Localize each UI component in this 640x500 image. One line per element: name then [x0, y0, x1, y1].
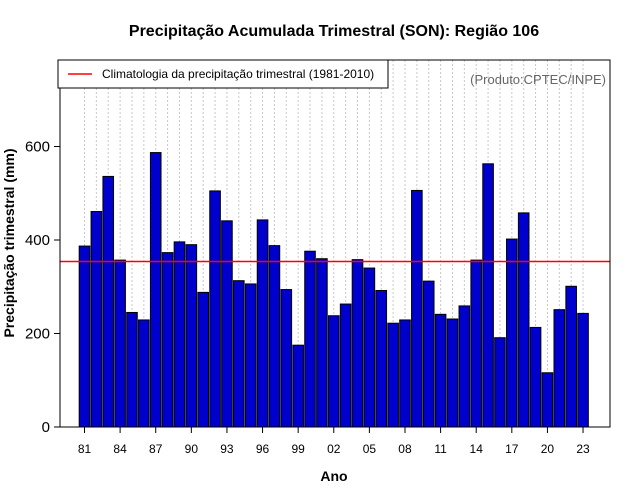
bar: [541, 372, 554, 428]
x-tick-label: 11: [434, 442, 447, 456]
bar: [577, 312, 589, 428]
y-tick-label: 200: [25, 326, 50, 343]
bar: [316, 258, 328, 428]
bar: [363, 267, 376, 428]
x-tick-label: 87: [149, 442, 163, 456]
y-axis-title: Precipitação trimestral (mm): [1, 148, 17, 337]
y-axis: 0 200 400 600: [25, 139, 60, 436]
x-tick-label: 17: [505, 442, 519, 456]
bar: [149, 152, 162, 428]
y-tick-label: 600: [25, 139, 50, 156]
x-axis: 81 84 87 90 93 96 99 02 05 08 11 14 17 20 23: [78, 427, 590, 456]
bar: [553, 309, 566, 428]
x-tick-label: 93: [220, 442, 234, 456]
bar: [280, 289, 293, 428]
bar: [185, 244, 198, 428]
bar: [102, 175, 115, 428]
bar: [173, 241, 186, 428]
credit-text: (Produto:CPTEC/INPE): [470, 72, 606, 87]
bar: [470, 259, 483, 428]
bar: [351, 259, 364, 428]
bar: [90, 210, 103, 428]
x-tick-label: 90: [185, 442, 199, 456]
x-tick-label: 84: [113, 442, 127, 456]
bar: [304, 250, 316, 428]
bar: [138, 319, 150, 428]
bar: [126, 311, 138, 428]
y-tick-label: 0: [42, 419, 50, 436]
bar: [256, 219, 269, 428]
bar: [422, 280, 435, 428]
bar: [494, 337, 506, 428]
x-tick-label: 05: [363, 442, 377, 456]
bar: [434, 313, 447, 428]
bar: [517, 212, 530, 428]
bar: [292, 344, 304, 428]
bar: [233, 280, 245, 428]
bar: [268, 245, 281, 428]
x-tick-label: 14: [470, 442, 484, 456]
legend-label: Climatologia da precipitação trimestral …: [102, 67, 374, 81]
bar: [209, 190, 221, 428]
bar: [529, 326, 542, 428]
bar: [221, 220, 233, 428]
bar: [197, 291, 209, 428]
bars: [78, 152, 589, 428]
x-tick-label: 02: [327, 442, 341, 456]
chart-title: Precipitação Acumulada Trimestral (SON):…: [129, 23, 539, 40]
legend: Climatologia da precipitação trimestral …: [57, 59, 389, 89]
bar: [78, 245, 91, 428]
legend-box: [57, 59, 389, 89]
y-tick-label: 400: [25, 232, 50, 249]
bar: [482, 163, 494, 428]
bar: [339, 303, 352, 428]
bar: [375, 289, 388, 428]
x-tick-label: 81: [78, 442, 92, 456]
x-tick-label: 20: [541, 442, 555, 456]
bar: [411, 189, 423, 428]
x-tick-label: 99: [291, 442, 305, 456]
bar: [458, 305, 471, 428]
bar: [506, 238, 518, 428]
bar: [446, 318, 459, 428]
x-axis-title: Ano: [320, 468, 347, 484]
bar: [327, 315, 340, 428]
bar: [565, 285, 577, 428]
x-tick-label: 23: [576, 442, 590, 456]
bar: [114, 259, 126, 428]
bar: [399, 319, 411, 428]
bar: [387, 322, 399, 428]
x-tick-label: 08: [398, 442, 412, 456]
bar: [161, 252, 174, 428]
x-tick-label: 96: [256, 442, 270, 456]
bar: [244, 283, 257, 428]
